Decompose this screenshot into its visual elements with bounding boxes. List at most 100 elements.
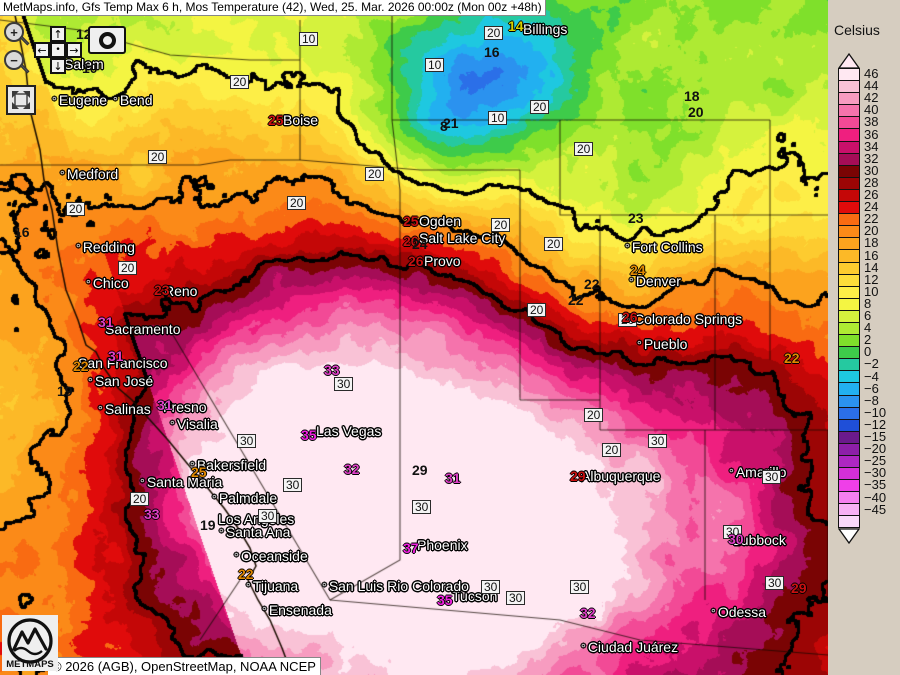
station-temperature-value: 35 [301,427,317,443]
city-label: Fresno [163,399,207,415]
city-name: Santa Ana [225,524,291,540]
city-marker-icon: ° [140,476,145,490]
city-name: Salt Lake City [419,230,506,246]
arrow-up-icon[interactable]: ↑ [50,26,66,42]
isoline-label: 20 [66,202,86,216]
legend-tick-label: 30 [864,162,879,178]
pan-down-button[interactable]: ↓ [50,58,66,74]
zoom-out-button[interactable]: − [4,50,30,74]
city-label: Salem [64,56,104,72]
city-marker-icon: ° [262,604,267,618]
legend-swatch [838,80,860,93]
zoom-in-icon[interactable]: + [4,22,24,42]
zoom-out-icon[interactable]: − [4,50,24,70]
city-label: ° Oceanside [234,548,308,564]
city-label: Lubbock [733,532,786,548]
legend-tick-label: 34 [864,138,879,154]
city-label: ° Salinas [98,401,151,417]
isoline-label: 20 [484,26,504,40]
legend-swatch [838,382,860,395]
station-temperature-value: 16 [484,44,500,60]
isoline-label: 30 [412,500,432,514]
legend-tick-label: 14 [864,259,879,275]
legend-swatch [838,164,860,177]
station-temperature-value: 18 [684,88,700,104]
pan-center-button[interactable]: • [50,42,66,58]
city-marker-icon: ° [190,459,195,473]
legend-tick-label: 20 [864,223,879,239]
city-name: San Francisco [78,355,168,371]
legend-tick-label: 38 [864,114,879,130]
station-temperature-value: 30 [728,531,744,547]
city-label: Provo [424,253,461,269]
city-label: Salt Lake City [419,230,505,246]
pan-up-button[interactable]: ↑ [50,26,66,42]
pan-left-button[interactable]: ← [34,42,50,58]
legend-swatch [838,176,860,189]
expand-arrows-icon[interactable] [6,85,36,115]
zoom-in-button[interactable]: + [4,22,30,46]
city-name: Tijuana [252,578,299,594]
legend-swatch [838,418,860,431]
station-temperature-value: 22 [568,292,584,308]
temperature-raster[interactable] [0,0,828,675]
map-viewport[interactable] [0,0,828,675]
attribution-bar: © 2026 (AGB), OpenStreetMap, NOAA NCEP [48,657,321,675]
legend-tick-label: 40 [864,102,879,118]
legend-swatch [838,128,860,141]
city-label: ° Ensenada [262,602,332,618]
center-dot-icon[interactable]: • [50,42,66,58]
isoline-label: 20 [118,261,138,275]
legend-swatch [838,261,860,274]
station-temperature-value: 31 [98,314,114,330]
city-marker-icon: ° [581,641,586,655]
legend-tick-label: −25 [864,453,887,469]
camera-icon[interactable] [88,26,126,54]
legend-swatch [838,140,860,153]
arrow-left-icon[interactable]: ← [34,42,50,58]
legend-swatch [838,285,860,298]
legend-swatch [838,467,860,480]
station-temperature-value: 24 [412,236,428,252]
isoline-label: 30 [765,576,785,590]
legend-tick-label: 0 [864,344,872,360]
city-name: Visalia [176,416,218,432]
fullscreen-button[interactable] [6,85,36,115]
city-name: Bend [119,92,153,108]
pan-right-button[interactable]: → [66,42,82,58]
station-temperature-value: 19 [200,517,216,533]
legend-swatch [838,394,860,407]
legend-bottom-arrow-icon [838,528,860,544]
city-label: Billings [523,21,567,37]
isoline-label: 20 [602,443,622,457]
city-label: ° Tijuana [246,578,298,594]
legend-swatch [838,455,860,468]
station-temperature-value: 25 [268,112,284,128]
isoline-label: 20 [148,150,168,164]
city-name: Chico [92,275,129,291]
arrow-right-icon[interactable]: → [66,42,82,58]
city-marker-icon: ° [52,94,57,108]
city-name: Odessa [717,604,767,620]
legend-swatch [838,406,860,419]
city-name: Denver [635,273,681,289]
station-temperature-value: 22 [238,566,254,582]
snapshot-button[interactable] [88,26,126,54]
station-temperature-value: 8 [440,118,448,134]
station-temperature-value: 31 [108,348,124,364]
legend-swatch [838,213,860,226]
isoline-label: 20 [584,408,604,422]
metmaps-logo[interactable]: METMAPS [2,615,58,671]
legend-colorbar[interactable] [838,68,860,528]
legend-tick-label: 42 [864,90,879,106]
legend-swatch [838,515,860,528]
station-temperature-value: 10 [82,60,98,76]
station-temperature-value: 33 [144,506,160,522]
city-name: Ensenada [268,602,332,618]
arrow-down-icon[interactable]: ↓ [50,58,66,74]
city-name: Phoenix [417,537,468,553]
city-name: Pueblo [643,336,688,352]
city-marker-icon: ° [729,466,734,480]
isoline-label: 30 [481,580,501,594]
city-label: ° Redding [76,239,135,255]
